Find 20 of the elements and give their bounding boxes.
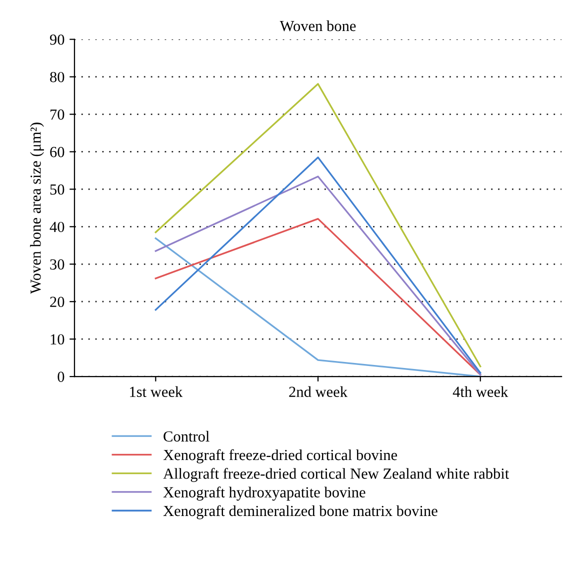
x-tick-label: 2nd week [289,386,348,398]
y-tick-label: 70 [50,109,64,120]
legend-label: Allograft freeze-dried cortical New Zealand white rabbit [163,468,510,482]
y-tick-label: 10 [50,334,64,345]
x-tick-label: 1st week [130,386,183,398]
y-tick-label: 0 [58,372,64,382]
y-tick-label: 90 [50,34,64,45]
legend-label: Xenograft hydroxyapatite bovine [163,486,366,501]
legend-label: Xenograft freeze-dried cortical bovine [163,449,398,464]
x-tick-label: 4th week [452,386,508,398]
y-tick-label: 40 [50,222,64,232]
legend-label: Xenograft demineralized bone matrix bovine [163,505,438,520]
y-tick-label: 80 [50,72,64,82]
y-tick-label: 20 [50,296,64,308]
y-tick-label: 50 [50,184,64,195]
legend-label: Control [164,430,210,442]
chart-title: Woven bone [280,20,356,32]
y-axis-title: Woven bone area size (μm²) [30,122,44,294]
y-tick-label: 60 [50,146,64,158]
y-tick-label: 30 [50,259,64,270]
